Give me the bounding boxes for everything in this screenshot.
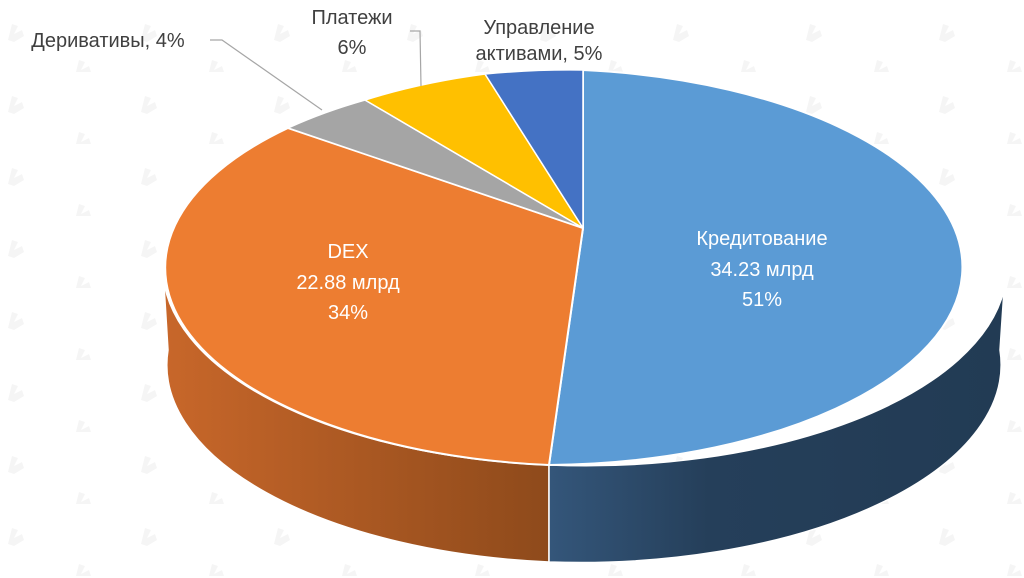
leader-lines (210, 30, 422, 111)
slice-dex[interactable] (164, 126, 585, 467)
leader-line-derivatives (210, 39, 323, 111)
pie-top (164, 68, 964, 467)
slice-side-lending (548, 289, 1005, 564)
label-payments-pct: 6% (338, 37, 367, 59)
label-dex-value: 22.88 млрд (296, 272, 400, 294)
label-asset-management: Управление (483, 17, 594, 39)
label-derivatives: Деривативы, 4% (31, 30, 185, 52)
label-lending-value: 34.23 млрд (710, 259, 814, 281)
leader-line-payments (410, 30, 422, 87)
pie-side (162, 267, 1005, 564)
label-asset-management-pct: активами, 5% (476, 43, 603, 65)
label-dex-percent: 34% (328, 302, 368, 324)
label-dex-name: DEX (327, 241, 368, 263)
slice-asset-management[interactable] (483, 69, 584, 231)
label-payments: Платежи (311, 7, 392, 29)
label-lending-percent: 51% (742, 289, 782, 311)
slice-lending[interactable] (547, 68, 964, 467)
label-lending-name: Кредитование (696, 228, 827, 250)
